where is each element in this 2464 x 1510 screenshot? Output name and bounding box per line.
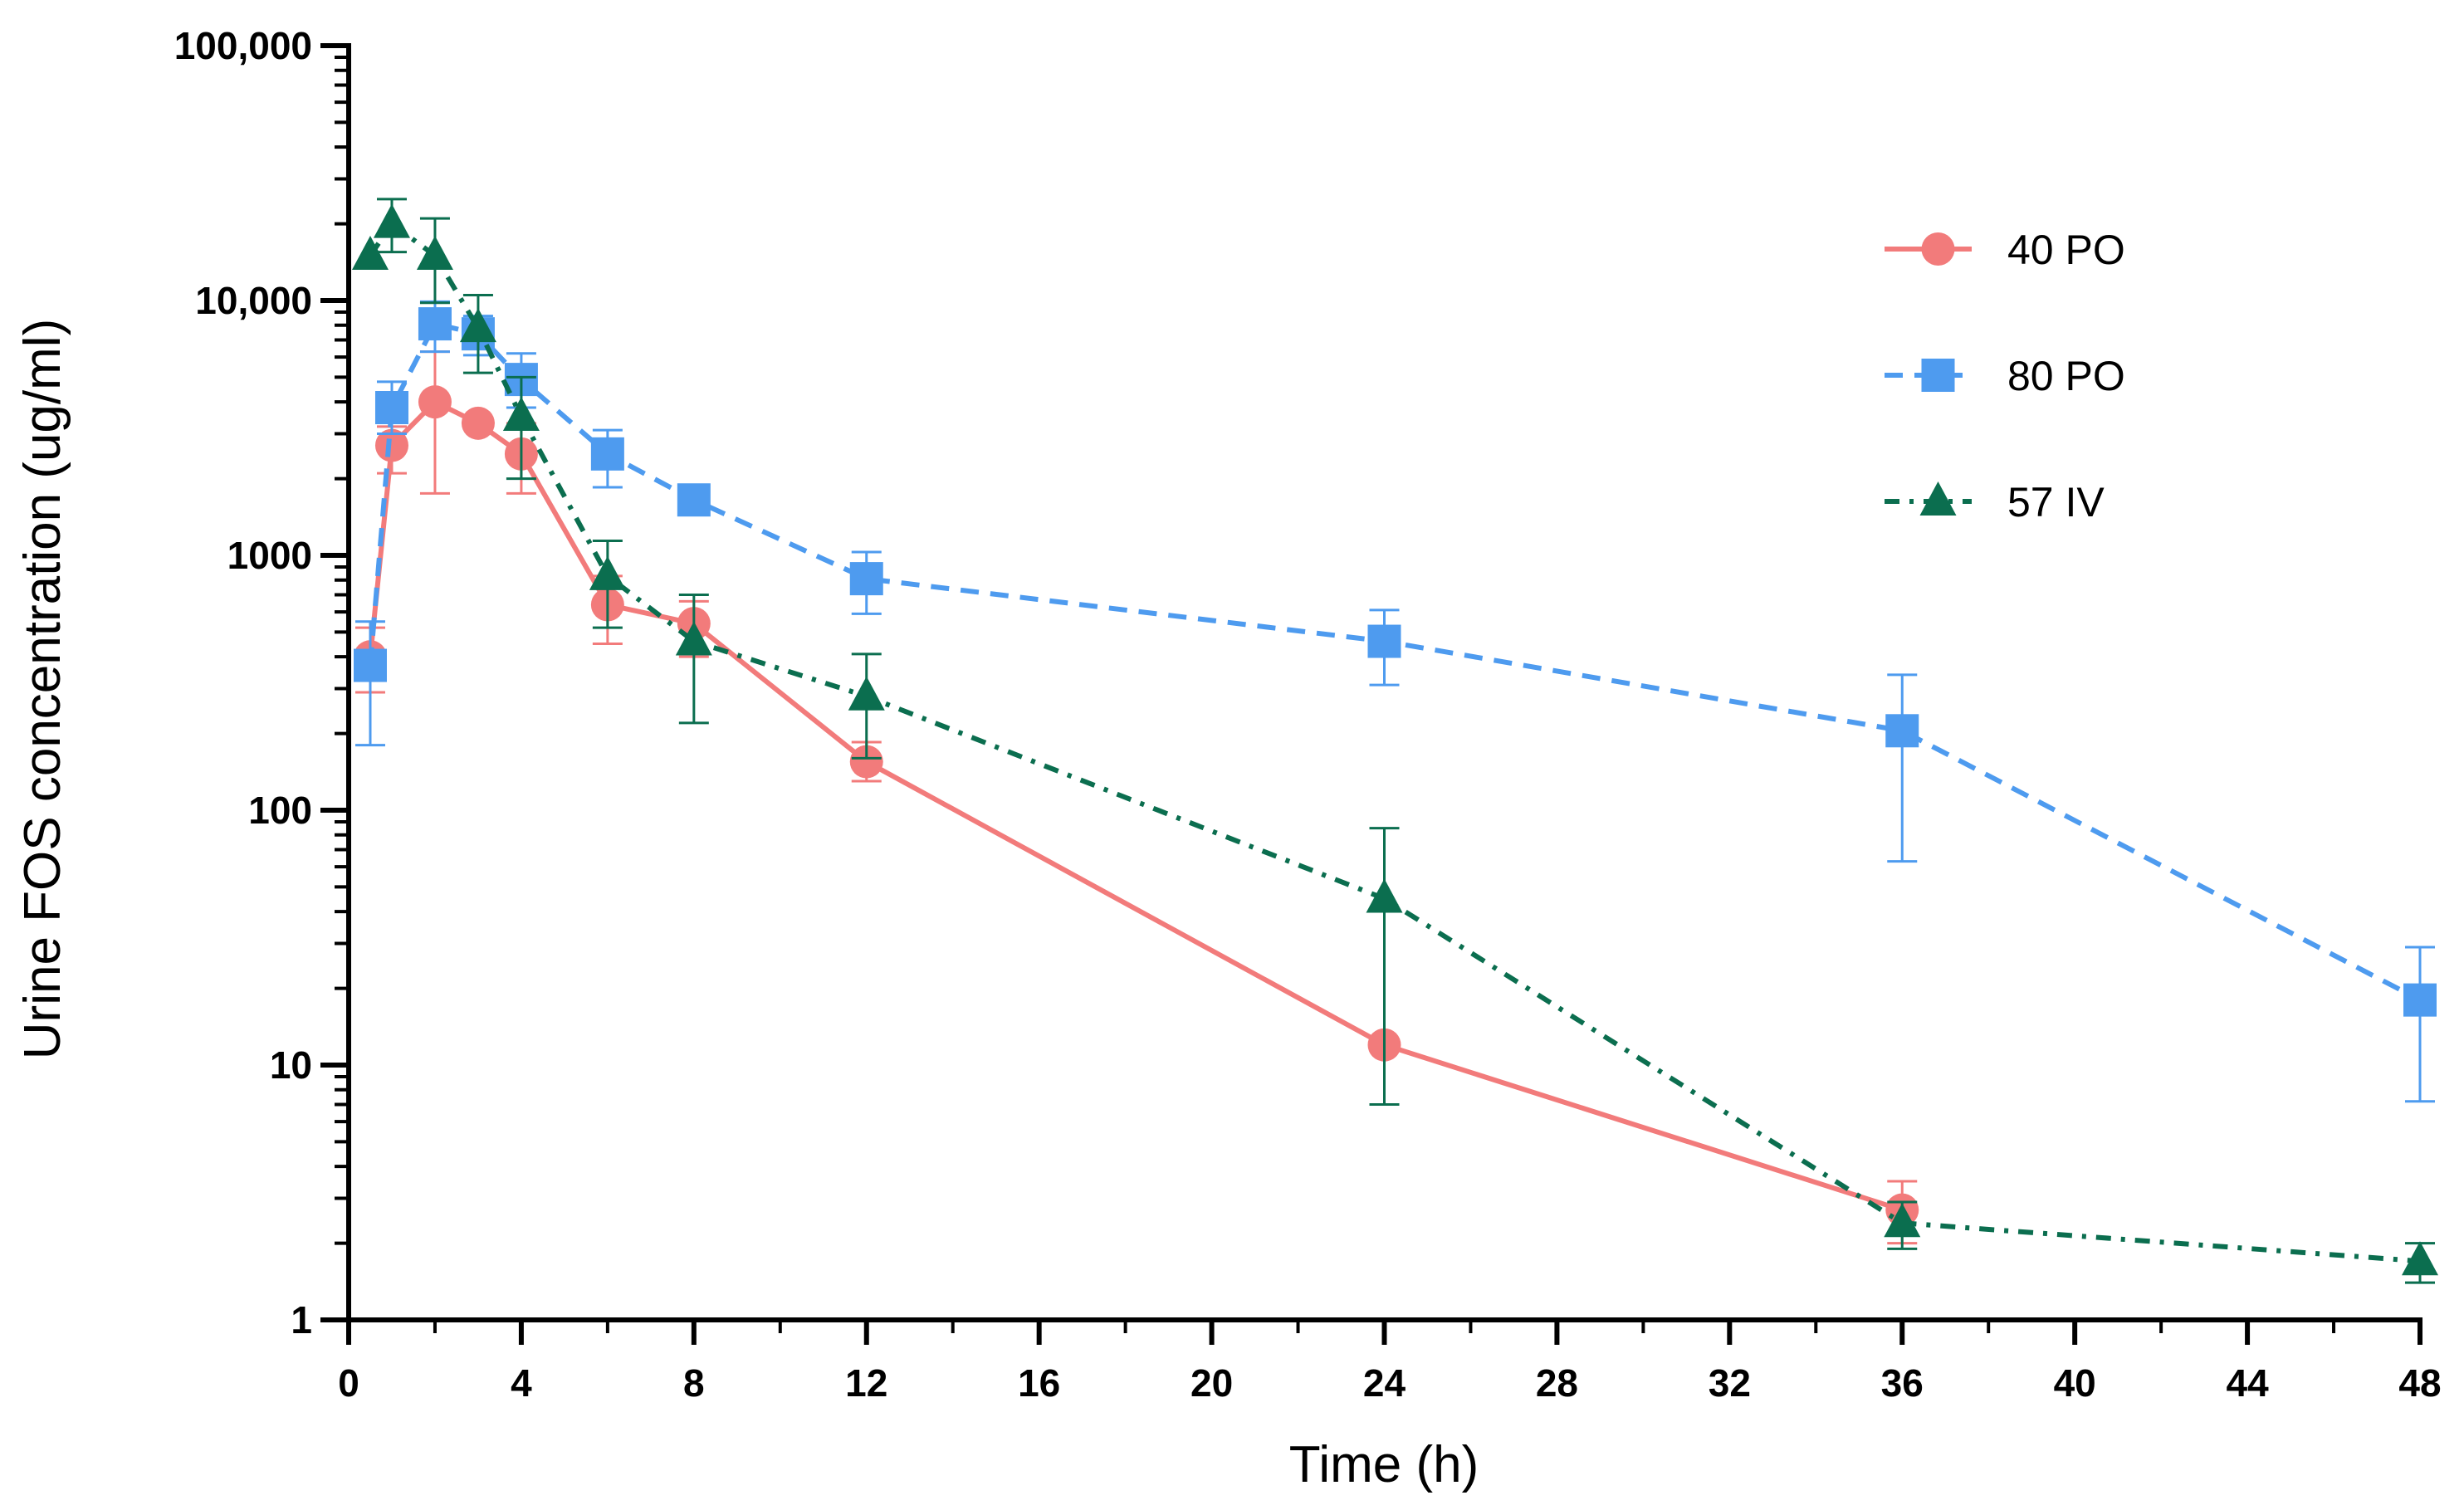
x-axis-title: Time (h): [1289, 1436, 1479, 1493]
y-tick-label: 10,000: [195, 279, 312, 322]
series-layer: [351, 198, 2438, 1284]
data-point: [374, 391, 408, 425]
data-point: [502, 396, 540, 431]
y-tick-label: 10: [270, 1043, 312, 1087]
data-point: [351, 235, 389, 270]
data-point: [677, 483, 711, 517]
data-point: [590, 437, 624, 471]
x-tick-label: 32: [1709, 1361, 1751, 1405]
y-tick-label: 1000: [227, 534, 312, 577]
x-tick-label: 8: [683, 1361, 705, 1405]
data-point: [2403, 983, 2437, 1017]
data-point: [1885, 714, 1919, 748]
y-tick-label: 1: [291, 1298, 312, 1341]
y-axis-title: Urine FOS concentration (ug/ml): [14, 319, 71, 1059]
y-tick-label: 100,000: [174, 24, 312, 67]
data-point: [461, 406, 495, 440]
data-point: [849, 745, 883, 779]
legend-entry-40-po: 40 PO: [1885, 227, 2125, 273]
data-point: [589, 555, 626, 590]
x-tick-label: 44: [2226, 1361, 2269, 1405]
data-point: [418, 307, 452, 341]
x-tick-label: 16: [1018, 1361, 1060, 1405]
series-57-iv: [351, 198, 2438, 1284]
data-point: [353, 648, 387, 682]
series-80-po: [353, 300, 2437, 1103]
data-point: [1367, 624, 1401, 658]
data-point: [849, 562, 883, 596]
data-point: [1884, 1203, 1921, 1238]
legend-label: 80 PO: [2007, 353, 2125, 399]
series-line: [368, 321, 2422, 1003]
legend: 40 PO 80 PO 57 IV: [1885, 227, 2125, 525]
legend-entry-80-po: 80 PO: [1885, 353, 2125, 399]
x-tick-label: 20: [1190, 1361, 1233, 1405]
legend-label: 57 IV: [2007, 479, 2105, 525]
data-point: [416, 235, 453, 270]
data-point: [675, 621, 712, 656]
data-point: [848, 676, 885, 711]
legend-marker: [1921, 359, 1955, 392]
legend-marker: [1921, 232, 1955, 266]
data-point: [459, 308, 496, 343]
data-point: [2402, 1241, 2438, 1276]
data-point: [418, 385, 452, 419]
x-tick-label: 36: [1881, 1361, 1924, 1405]
series-line: [368, 399, 1904, 1213]
y-tick-label: 100: [248, 789, 312, 832]
data-point: [1366, 878, 1403, 913]
x-tick-label: 4: [511, 1361, 532, 1405]
legend-marker: [1919, 481, 1957, 516]
x-tick-label: 0: [338, 1361, 359, 1405]
data-point: [373, 203, 410, 238]
x-tick-label: 48: [2398, 1361, 2441, 1405]
x-tick-label: 28: [1536, 1361, 1578, 1405]
x-tick-label: 40: [2054, 1361, 2096, 1405]
legend-label: 40 PO: [2007, 227, 2125, 273]
legend-entry-57-iv: 57 IV: [1885, 479, 2105, 525]
x-tick-label: 24: [1363, 1361, 1406, 1405]
series-40-po: [353, 350, 1919, 1245]
data-point: [374, 428, 408, 462]
x-tick-label: 12: [845, 1361, 887, 1405]
